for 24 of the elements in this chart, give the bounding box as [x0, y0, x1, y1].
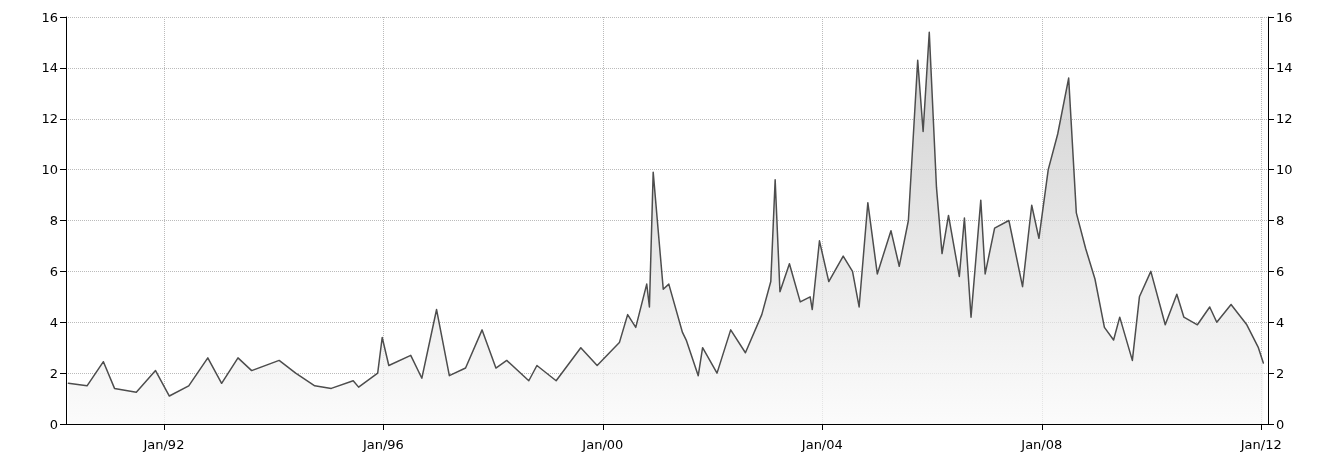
y2-tick-label: 0 [1276, 416, 1285, 432]
y2-tick-label: 4 [1276, 314, 1285, 330]
y-tick-label: 10 [41, 162, 58, 178]
y2-tick-label: 10 [1276, 162, 1293, 178]
x-tick-label: Jan/00 [581, 437, 624, 452]
y2-tick-label: 6 [1276, 263, 1285, 279]
x-tick-label: Jan/04 [800, 437, 843, 452]
y2-tick-label: 2 [1276, 365, 1285, 381]
y-tick-label: 12 [41, 111, 58, 127]
y-tick-label: 0 [49, 416, 58, 432]
y-tick-label: 16 [41, 9, 58, 25]
x-tick-label: Jan/96 [361, 437, 404, 452]
y2-tick-label: 8 [1276, 213, 1285, 228]
y-tick-label: 6 [49, 263, 58, 279]
y-tick-label: 4 [49, 314, 58, 330]
x-tick-label: Jan/92 [142, 437, 185, 452]
x-tick-label: Jan/08 [1020, 437, 1063, 452]
y-tick-label: 2 [49, 365, 58, 381]
y-tick-label: 8 [49, 213, 58, 228]
y-tick-label: 14 [41, 60, 58, 76]
x-tick-label: Jan/12 [1239, 437, 1282, 452]
y2-tick-label: 16 [1276, 9, 1293, 25]
y2-tick-label: 12 [1276, 111, 1293, 127]
y2-tick-label: 14 [1276, 60, 1293, 76]
